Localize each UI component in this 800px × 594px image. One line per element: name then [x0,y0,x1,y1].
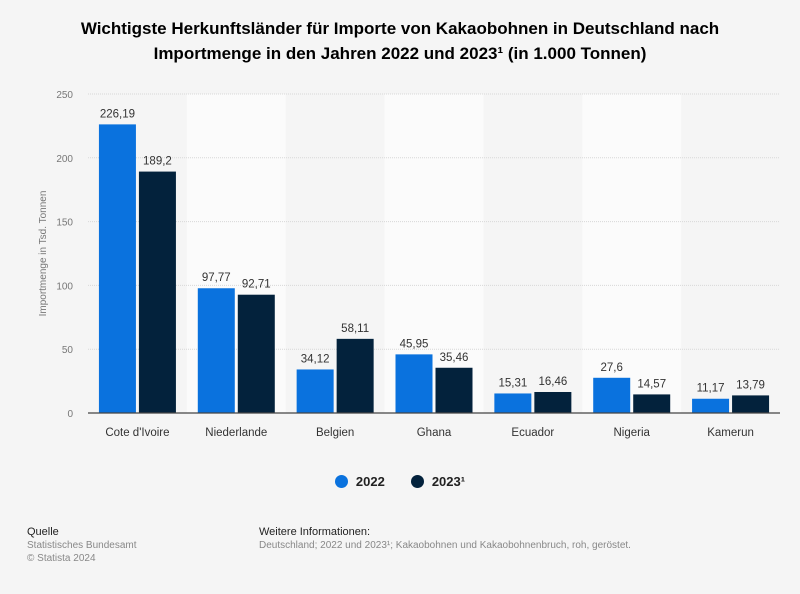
source-text[interactable]: Statistisches Bundesamt [27,540,137,551]
x-tick-label: Ghana [417,427,452,439]
data-label: 58,11 [341,323,369,335]
y-tick-label: 0 [67,409,73,420]
bar-2022 [98,124,136,413]
bar-2022 [197,288,235,413]
y-tick-label: 250 [56,90,73,101]
bar-2023 [534,391,572,413]
legend-marker-2022 [334,475,348,488]
data-label: 11,17 [697,383,725,395]
legend-label: 2022 [355,474,385,489]
data-label: 14,57 [637,378,666,390]
bar-2022 [296,369,334,413]
y-axis-label: Importmenge in Tsd. Tonnen [38,191,49,317]
chart-title: Wichtigste Herkunftsländer für Importe v… [0,16,800,66]
y-tick-label: 100 [56,281,73,292]
x-tick-label: Belgien [316,427,354,439]
y-tick-label: 150 [56,218,73,229]
legend-marker-2023 [410,475,424,488]
data-label: 226,19 [100,108,135,120]
bar-2022 [395,354,433,413]
info-text: Deutschland; 2022 und 2023¹; Kakaobohnen… [259,540,631,551]
source-heading: Quelle [27,526,59,538]
chart-title-line-1: Wichtigste Herkunftsländer für Importe v… [80,19,720,38]
bar-chart: 0 50 100 150 200 250 Importmenge in Tsd. Tonne… [38,90,780,439]
legend-item-2022[interactable]: 2022 [334,474,385,489]
data-label: 34,12 [301,353,330,365]
data-label: 27,6 [601,362,623,374]
bar-2022 [494,393,532,413]
data-label: 35,46 [440,352,469,364]
bar-2023 [633,394,671,413]
chart-title-line-2: Importmenge in den Jahren 2022 und 2023¹… [153,44,647,63]
info-heading: Weitere Informationen: [259,526,371,538]
data-label: 45,95 [400,338,429,350]
y-tick-label: 200 [56,154,73,165]
data-label: 189,2 [143,156,172,168]
x-tick-label: Niederlande [205,427,267,439]
info-block: Weitere Informationen: Deutschland; 2022… [259,526,631,552]
y-tick-label: 50 [62,345,74,356]
x-tick-label: Cote d'Ivoire [105,427,169,439]
copyright: © Statista 2024 [27,553,96,564]
x-tick-label: Kamerun [707,427,754,439]
bar-2022 [593,377,631,413]
x-tick-label: Nigeria [613,427,650,439]
bar-2023 [138,171,176,413]
bar-2022 [692,398,730,413]
legend-label: 2023¹ [431,474,466,489]
data-label: 13,79 [736,379,765,391]
data-label: 97,77 [202,272,231,284]
data-label: 92,71 [242,279,271,291]
source-block: Quelle Statistisches Bundesamt © Statist… [27,526,137,565]
bar-2023 [732,395,770,413]
bar-2023 [336,338,374,413]
data-label: 16,46 [538,376,567,388]
bar-2023 [237,294,275,413]
legend: 2022 2023¹ [0,474,800,489]
data-label: 15,31 [498,377,527,389]
bar-2023 [435,367,473,413]
x-tick-label: Ecuador [511,427,554,439]
category-band [582,94,682,413]
legend-item-2023[interactable]: 2023¹ [410,474,466,489]
